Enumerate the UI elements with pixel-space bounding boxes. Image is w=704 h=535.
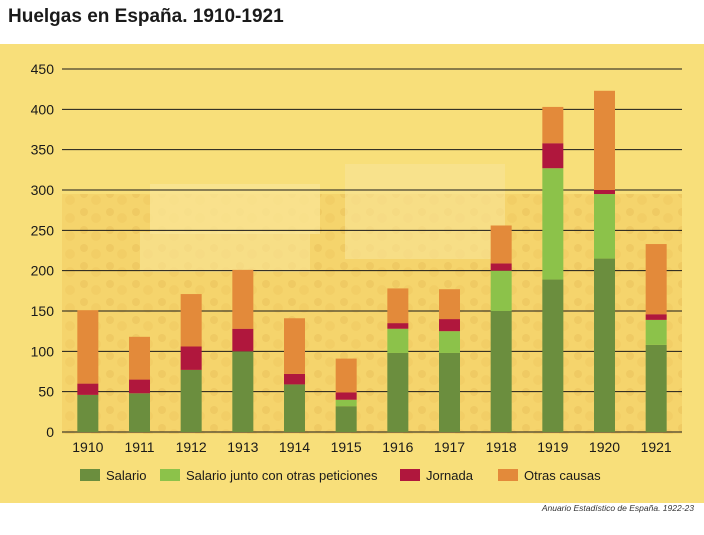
bar-segment-1916-s3 — [387, 288, 409, 324]
grid-lines — [62, 68, 682, 433]
bar-segment-1917-s3 — [439, 289, 460, 320]
x-tick-label: 1914 — [279, 439, 310, 455]
bar-segment-1914-s0 — [284, 384, 305, 432]
x-tick-label: 1921 — [641, 439, 672, 455]
bar-segment-1911-s3 — [129, 336, 150, 380]
y-tick-label: 350 — [31, 142, 55, 158]
y-tick-label: 400 — [31, 101, 55, 117]
bar-segment-1912-s2 — [180, 346, 202, 370]
legend-label: Otras causas — [524, 468, 601, 483]
x-tick-label: 1916 — [382, 439, 413, 455]
bar-segment-1919-s1 — [542, 168, 564, 280]
bar-segment-1911-s2 — [129, 379, 150, 394]
bar-segment-1910-s3 — [77, 310, 99, 384]
y-tick-label: 0 — [46, 424, 54, 440]
bar-segment-1920-s2 — [594, 190, 615, 195]
bar-segment-1919-s3 — [542, 106, 564, 144]
bar-segment-1913-s0 — [232, 351, 254, 432]
bar-segment-1918-s2 — [490, 263, 512, 271]
y-tick-label: 450 — [31, 61, 55, 77]
bar-segment-1918-s1 — [490, 270, 512, 311]
legend-swatch — [160, 469, 180, 481]
bar-segment-1916-s1 — [387, 328, 409, 353]
bar-segment-1918-s3 — [490, 225, 512, 264]
bar-segment-1917-s0 — [439, 352, 460, 432]
bar-segment-1915-s3 — [335, 358, 357, 393]
bar-segment-1915-s2 — [335, 392, 357, 400]
bar-segment-1916-s0 — [387, 352, 409, 432]
bar-segment-1919-s0 — [542, 279, 564, 432]
bars — [77, 90, 667, 432]
y-axis-ticks: 0 50 100 150 200 250 300 350 400 450 — [31, 61, 55, 440]
source-note: Anuario Estadístico de España. 1922-23 — [541, 503, 694, 513]
bar-segment-1917-s2 — [439, 319, 460, 332]
bar-segment-1920-s1 — [594, 194, 615, 259]
background-photo — [0, 44, 704, 503]
legend-label: Salario — [106, 468, 146, 483]
x-tick-label: 1915 — [331, 439, 362, 455]
y-tick-label: 300 — [31, 182, 55, 198]
bar-segment-1920-s3 — [594, 90, 615, 190]
x-tick-label: 1910 — [72, 439, 103, 455]
bar-segment-1921-s1 — [645, 319, 667, 345]
bar-segment-1913-s2 — [232, 328, 254, 352]
bar-segment-1921-s3 — [645, 244, 667, 315]
y-tick-label: 100 — [31, 343, 55, 359]
x-axis-ticks: 1910 1911 1912 1913 1914 1915 1916 1917 1918 1919… — [72, 439, 672, 455]
legend-swatch — [80, 469, 100, 481]
bar-segment-1918-s0 — [490, 311, 512, 432]
bar-segment-1911-s0 — [129, 393, 150, 432]
x-tick-label: 1911 — [124, 439, 154, 455]
x-tick-label: 1918 — [486, 439, 517, 455]
y-tick-label: 50 — [38, 384, 54, 400]
bar-segment-1921-s2 — [645, 314, 667, 320]
y-tick-label: 150 — [31, 303, 55, 319]
bar-segment-1912-s0 — [180, 369, 202, 432]
x-tick-label: 1917 — [434, 439, 465, 455]
chart-area: 0 50 100 150 200 250 300 350 400 450 1910 1911 1912… — [0, 44, 704, 503]
bar-segment-1920-s0 — [594, 258, 615, 432]
legend: Salario Salario junto con otras peticione… — [80, 468, 601, 483]
chart-title: Huelgas en España. 1910-1921 — [8, 6, 284, 27]
bar-segment-1910-s2 — [77, 383, 99, 395]
bar-segment-1917-s1 — [439, 331, 460, 353]
legend-swatch — [400, 469, 420, 481]
bar-segment-1912-s3 — [180, 294, 202, 347]
x-tick-label: 1920 — [589, 439, 620, 455]
bar-segment-1913-s3 — [232, 269, 254, 329]
bar-segment-1910-s0 — [77, 394, 99, 432]
y-tick-label: 200 — [31, 263, 55, 279]
bar-segment-1914-s3 — [284, 318, 305, 374]
bar-segment-1915-s0 — [335, 406, 357, 432]
legend-label: Salario junto con otras peticiones — [186, 468, 378, 483]
chart-svg: 0 50 100 150 200 250 300 350 400 450 1910 1911 1912… — [0, 44, 704, 503]
bar-segment-1916-s2 — [387, 323, 409, 329]
bar-segment-1915-s1 — [335, 399, 357, 407]
bar-segment-1914-s2 — [284, 373, 305, 385]
x-tick-label: 1913 — [227, 439, 258, 455]
x-tick-label: 1919 — [537, 439, 568, 455]
bar-segment-1921-s0 — [645, 344, 667, 432]
x-tick-label: 1912 — [176, 439, 207, 455]
legend-swatch — [498, 469, 518, 481]
legend-label: Jornada — [426, 468, 474, 483]
y-tick-label: 250 — [31, 222, 55, 238]
bar-segment-1919-s2 — [542, 143, 564, 169]
